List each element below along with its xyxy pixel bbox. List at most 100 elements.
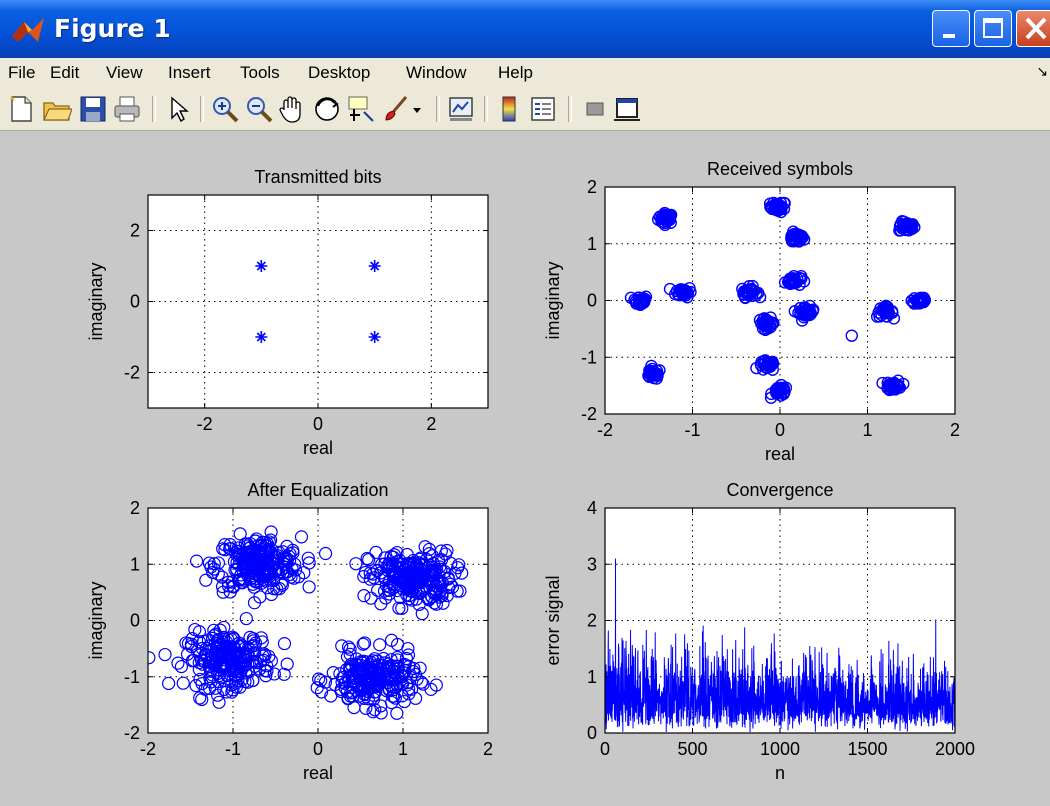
data-point-circle: [370, 660, 384, 674]
data-point-circle: [338, 681, 352, 695]
data-point-circle: [208, 657, 222, 672]
figure-canvas: -2 0 2 -2 0 2 Transmitted bits real imaginary -2-…: [0, 131, 1050, 806]
data-point-circle: [441, 572, 455, 586]
data-point-circle: [790, 229, 803, 243]
data-point-circle: [312, 672, 326, 686]
link-plot-icon[interactable]: [446, 94, 476, 124]
data-point-circle: [263, 533, 278, 547]
data-point-circle: [360, 551, 374, 566]
data-point-circle: [230, 563, 244, 577]
data-point-star: [368, 331, 381, 343]
data-point-circle: [356, 637, 370, 651]
data-point-circle: [400, 547, 414, 562]
menu-tools[interactable]: Tools: [240, 63, 280, 82]
rotate-3d-icon[interactable]: [312, 94, 342, 124]
maximize-button[interactable]: [974, 10, 1012, 47]
new-figure-icon[interactable]: [6, 94, 36, 124]
print-icon[interactable]: [112, 94, 142, 124]
toolbar-separator: [436, 96, 440, 122]
data-point-circle: [217, 661, 231, 675]
data-point-circle: [800, 306, 814, 320]
zoom-in-icon[interactable]: [210, 94, 240, 124]
menu-help[interactable]: Help: [498, 63, 533, 82]
data-point-circle: [189, 679, 203, 693]
brush-icon[interactable]: [380, 94, 410, 124]
data-point-circle: [905, 294, 918, 307]
data-point-circle: [374, 706, 388, 720]
data-point-circle: [248, 646, 262, 661]
subplot-axes-1[interactable]: -2 0 2 -2 0 2 Transmitted bits real imaginary: [86, 167, 489, 458]
hide-plot-tools-icon[interactable]: [580, 94, 610, 124]
close-button[interactable]: [1016, 10, 1050, 47]
save-icon[interactable]: [78, 94, 108, 124]
data-point-circle: [679, 285, 692, 299]
minimize-button[interactable]: [932, 10, 970, 47]
data-point-circle: [280, 554, 294, 568]
data-point-circle: [638, 293, 651, 307]
data-point-circle: [338, 676, 352, 690]
data-point-circle: [765, 387, 778, 401]
subplot-axes-3[interactable]: -2 -1 0 1 2 -2 -1 0 1 2 After Equalization real imag…: [86, 480, 493, 783]
data-point-circle: [764, 320, 777, 334]
menu-desktop[interactable]: Desktop: [308, 63, 371, 82]
data-point-circle: [398, 572, 412, 586]
data-point-circle: [758, 312, 771, 325]
zoom-out-icon[interactable]: [244, 94, 274, 124]
data-point-circle: [264, 587, 279, 602]
edit-plot-arrow-icon[interactable]: [162, 94, 192, 124]
data-point-circle: [209, 627, 223, 641]
data-point-circle: [233, 527, 247, 541]
data-point-circle: [399, 651, 414, 666]
show-plot-tools-icon[interactable]: [612, 94, 642, 124]
data-point-circle: [397, 694, 411, 709]
data-point-circle: [380, 661, 394, 675]
data-point-circle: [158, 647, 172, 662]
data-point-circle: [433, 583, 448, 598]
error-signal-line: [605, 558, 955, 733]
data-point-circle: [422, 542, 436, 556]
toolbar-separator: [152, 96, 156, 122]
data-point-circle: [233, 657, 247, 671]
data-point-circle: [400, 678, 414, 692]
menu-view[interactable]: View: [106, 63, 143, 82]
y-tick-label: -2: [124, 363, 140, 383]
x-tick-label: 1000: [760, 739, 800, 759]
x-tick-label: 1: [398, 739, 408, 759]
data-point-circle: [757, 355, 771, 368]
data-point-circle: [360, 682, 374, 696]
y-tick-label: 2: [587, 611, 597, 631]
data-point-circle: [302, 580, 316, 594]
brush-dropdown-arrow-icon[interactable]: [410, 94, 424, 124]
data-point-circle: [242, 546, 256, 561]
data-cursor-icon[interactable]: [346, 94, 376, 124]
menu-file[interactable]: File: [8, 63, 36, 82]
data-point-circle: [255, 635, 269, 649]
menu-window[interactable]: Window: [406, 63, 467, 82]
title-bar[interactable]: Figure 1: [0, 0, 1050, 58]
pan-hand-icon[interactable]: [276, 94, 306, 124]
y-tick-label: 3: [587, 554, 597, 574]
toolbar-separator: [568, 96, 572, 122]
menu-insert[interactable]: Insert: [168, 63, 211, 82]
data-point-circle: [221, 579, 236, 593]
open-file-icon[interactable]: [42, 94, 72, 124]
data-point-circle: [347, 667, 361, 681]
data-point-circle: [234, 664, 248, 678]
x-tick-label: 2: [426, 414, 436, 434]
menu-dock-arrow-icon[interactable]: ↘: [1036, 64, 1048, 80]
menu-edit[interactable]: Edit: [50, 63, 80, 82]
subplot-axes-4[interactable]: 0 500 1000 1500 2000 0 1 2 3 4 Convergence n error s…: [543, 480, 975, 783]
data-point-circle: [227, 555, 242, 569]
data-point-circle: [678, 284, 691, 297]
data-point-circle: [264, 525, 278, 539]
insert-legend-icon[interactable]: [528, 94, 558, 124]
subplot-axes-2[interactable]: -2 -1 0 1 2 -2 -1 0 1 2 Received symbols real imagin…: [543, 159, 960, 464]
data-point-circle: [302, 556, 316, 570]
y-axis-label: imaginary: [86, 581, 106, 659]
x-tick-label: 0: [313, 414, 323, 434]
insert-colorbar-icon[interactable]: [494, 94, 524, 124]
data-point-circle: [793, 231, 806, 244]
data-point-circle: [223, 538, 237, 552]
data-point-circle: [285, 562, 299, 576]
